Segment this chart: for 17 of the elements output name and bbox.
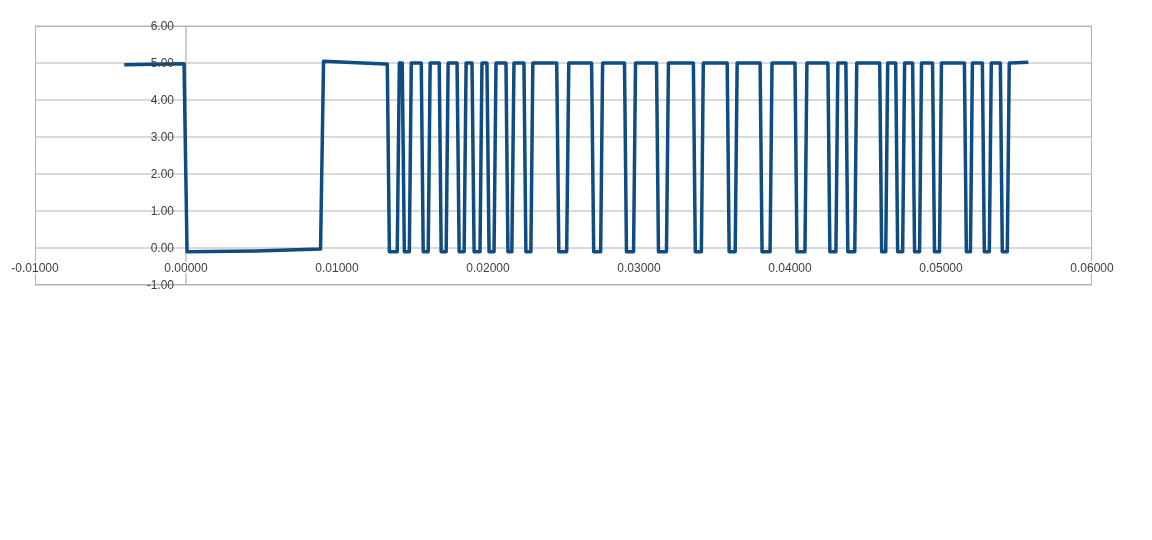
- x-tick-label: -0.01000: [11, 261, 60, 275]
- y-tick-label: 1.00: [150, 204, 175, 218]
- y-tick-label: -1.00: [146, 278, 175, 292]
- line-series: [122, 59, 1031, 254]
- y-tick-label: 5.00: [150, 56, 175, 70]
- x-tick-label: 0.03000: [617, 261, 662, 275]
- x-tick-label: 0.02000: [466, 261, 511, 275]
- y-tick-label: 3.00: [150, 130, 175, 144]
- y-tick-label: 2.00: [150, 167, 175, 181]
- x-tick-label: 0.04000: [768, 261, 813, 275]
- y-tick-label: 4.00: [150, 93, 175, 107]
- x-tick-label: 0.01000: [315, 261, 360, 275]
- x-tick-label: 0.05000: [919, 261, 964, 275]
- y-tick-label: 0.00: [150, 241, 175, 255]
- x-tick-label: 0.06000: [1070, 261, 1115, 275]
- x-tick-label: 0.00000: [164, 261, 209, 275]
- y-tick-label: 6.00: [150, 19, 175, 33]
